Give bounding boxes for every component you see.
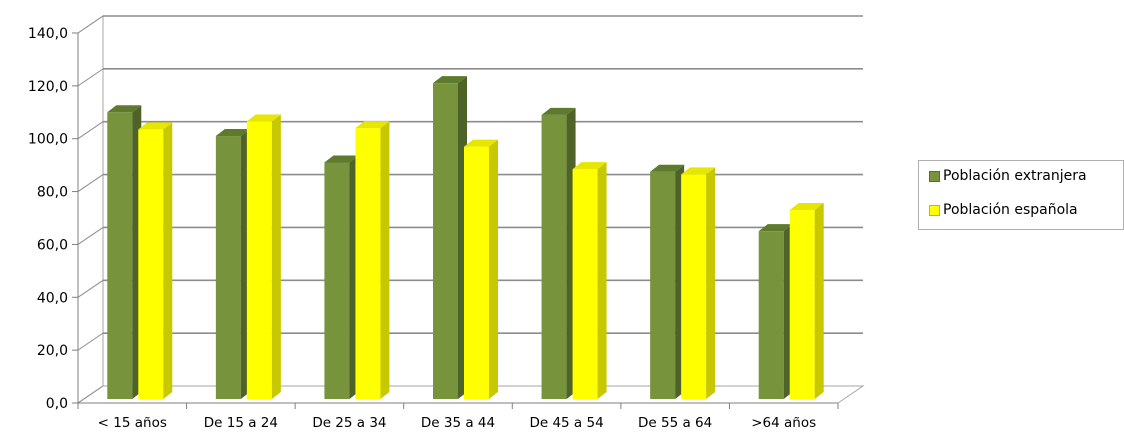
bar-front bbox=[572, 169, 598, 399]
bar-top bbox=[215, 129, 250, 137]
gridline-diagonal bbox=[77, 227, 104, 245]
y-tick-label: 80,0 bbox=[37, 185, 68, 201]
bar-front bbox=[758, 231, 784, 399]
gridline-diagonal bbox=[77, 15, 104, 34]
legend-label-series-0: Población extranjera bbox=[943, 168, 1087, 184]
x-category-label: De 35 a 44 bbox=[421, 415, 495, 431]
bar-top bbox=[138, 122, 173, 130]
bar-top bbox=[650, 164, 685, 172]
x-category-label: >64 años bbox=[751, 415, 816, 431]
bar-top bbox=[758, 224, 793, 232]
bar-1-6 bbox=[789, 203, 824, 399]
x-category-label: De 45 a 54 bbox=[529, 415, 603, 431]
bar-0-5 bbox=[650, 164, 685, 399]
y-tick-label: 60,0 bbox=[37, 237, 68, 253]
bar-1-4 bbox=[572, 162, 607, 399]
bar-front bbox=[138, 129, 164, 399]
bar-0-2 bbox=[324, 155, 359, 399]
bar-front bbox=[464, 146, 489, 399]
bar-front bbox=[324, 162, 350, 399]
bar-top bbox=[789, 203, 824, 211]
gridline-diagonal bbox=[77, 385, 104, 404]
bar-front bbox=[355, 128, 381, 399]
y-axis-tick-labels: 0,0 20,0 40,0 60,0 80,0 100,0 120,0 140,0 bbox=[28, 26, 68, 412]
x-category-label: De 55 a 64 bbox=[638, 415, 712, 431]
bar-front bbox=[246, 121, 272, 399]
x-category-label: De 15 a 24 bbox=[204, 415, 278, 431]
bar-0-6 bbox=[758, 224, 793, 399]
gridline-diagonal bbox=[77, 121, 104, 140]
legend-item-series-1: Población española bbox=[929, 202, 1078, 218]
bar-top bbox=[355, 121, 390, 129]
y-tick-label: 140,0 bbox=[28, 26, 68, 42]
bar-0-4 bbox=[541, 107, 576, 400]
bar-top bbox=[107, 105, 142, 113]
bar-1-5 bbox=[681, 167, 716, 399]
bar-1-0 bbox=[138, 122, 173, 399]
y-tick-label: 40,0 bbox=[37, 290, 68, 306]
bar-side bbox=[597, 162, 607, 399]
bar-front bbox=[681, 174, 707, 399]
bar-side bbox=[489, 139, 498, 399]
bar-1-2 bbox=[355, 121, 390, 399]
bar-top bbox=[572, 162, 607, 170]
bar-side bbox=[163, 122, 173, 399]
bar-top bbox=[681, 167, 716, 175]
y-tick-label: 120,0 bbox=[28, 79, 68, 95]
bar-top bbox=[324, 155, 359, 163]
bar-0-0 bbox=[107, 105, 142, 399]
bar-1-1 bbox=[246, 114, 281, 399]
gridline-diagonal bbox=[77, 68, 104, 87]
bar-side bbox=[706, 167, 716, 399]
x-category-label: De 25 a 34 bbox=[312, 415, 386, 431]
bar-1-3 bbox=[464, 139, 498, 399]
bar-front bbox=[107, 112, 133, 399]
x-category-label: < 15 años bbox=[98, 415, 167, 431]
bar-front bbox=[650, 171, 676, 399]
legend: Población extranjera Población española bbox=[918, 160, 1124, 230]
bar-side bbox=[271, 114, 281, 399]
gridline-diagonal bbox=[77, 279, 104, 298]
legend-label-series-1: Población española bbox=[943, 202, 1078, 218]
legend-item-series-0: Población extranjera bbox=[929, 168, 1087, 184]
bar-series bbox=[107, 76, 824, 400]
bar-top bbox=[541, 107, 576, 115]
bar-0-1 bbox=[215, 129, 250, 400]
bar-0-3 bbox=[433, 76, 467, 399]
gridline-diagonal bbox=[77, 174, 104, 192]
bar-front bbox=[541, 114, 567, 400]
bar-side bbox=[380, 121, 390, 399]
x-axis-category-labels: < 15 años De 15 a 24 De 25 a 34 De 35 a 44 D… bbox=[98, 415, 816, 431]
legend-swatch-series-1 bbox=[929, 204, 940, 216]
bar-top bbox=[246, 114, 281, 122]
y-tick-label: 20,0 bbox=[37, 343, 68, 359]
y-tick-label: 100,0 bbox=[28, 132, 68, 148]
bar-front bbox=[433, 83, 458, 399]
bar-top bbox=[464, 139, 498, 147]
bar-side bbox=[814, 203, 824, 399]
bar-front bbox=[789, 210, 815, 399]
bar-front bbox=[215, 136, 241, 400]
bar-top bbox=[433, 76, 467, 84]
side-wall bbox=[77, 15, 104, 404]
gridline-diagonal bbox=[77, 332, 104, 351]
y-tick-label: 0,0 bbox=[46, 396, 68, 412]
legend-swatch-series-0 bbox=[929, 170, 940, 182]
